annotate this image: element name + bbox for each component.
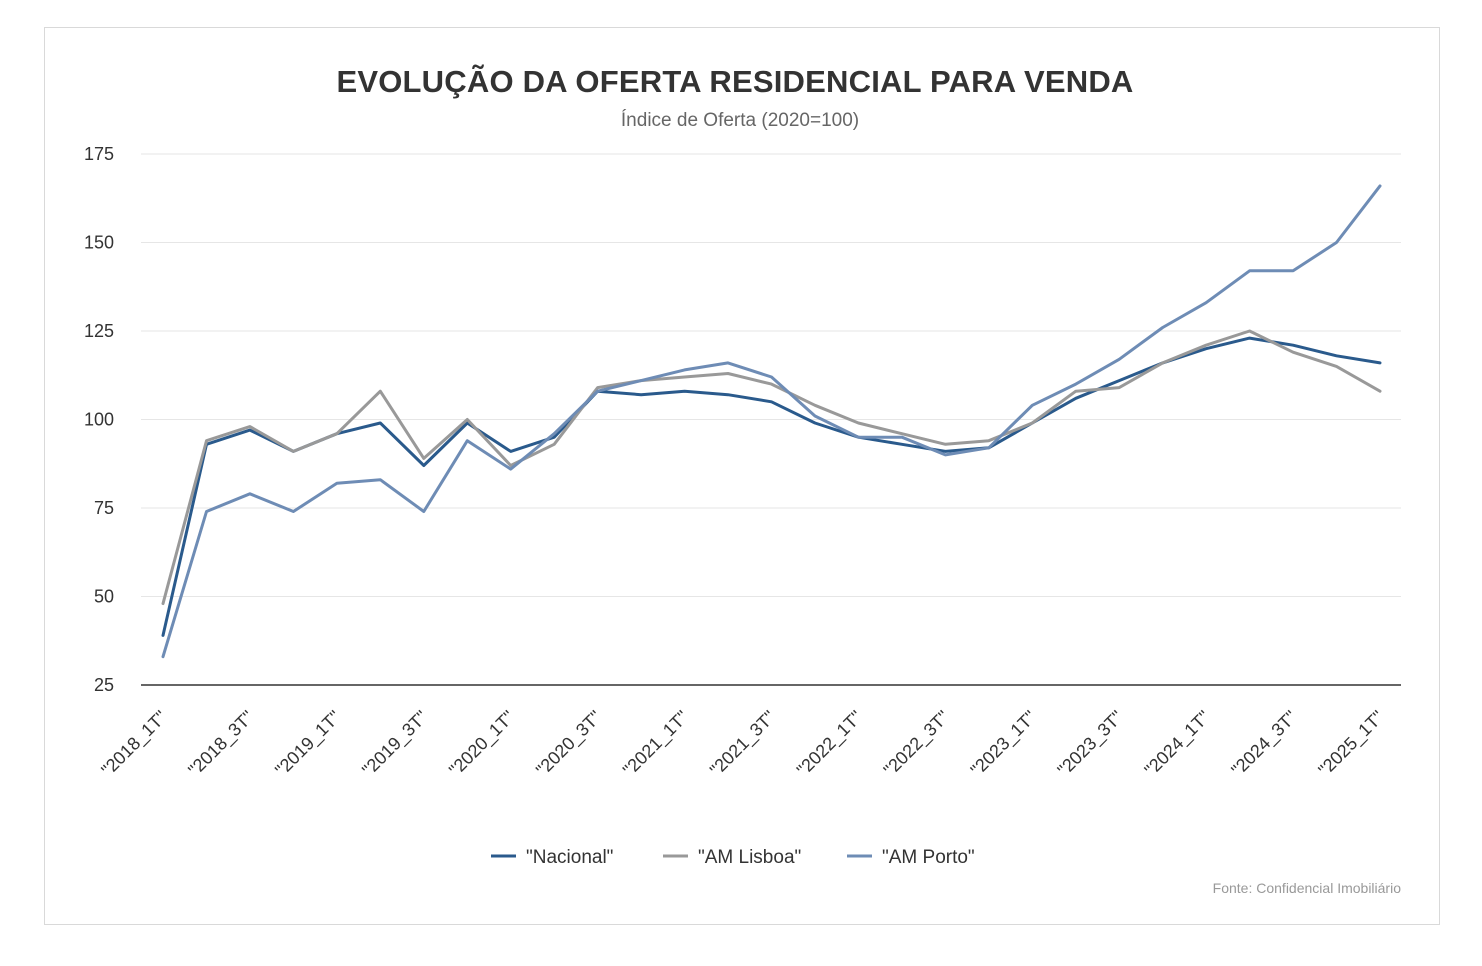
y-tick-label: 100 [84, 410, 114, 430]
source-note: Fonte: Confidencial Imobiliário [1212, 880, 1401, 896]
x-tick-label: "2021_3T" [706, 707, 780, 781]
legend-label: "AM Porto" [882, 847, 975, 868]
series-line-2 [161, 184, 1382, 659]
x-tick-label: "2019_1T" [271, 707, 345, 781]
x-tick-label: "2022_3T" [880, 707, 954, 781]
x-tick-label: "2023_3T" [1054, 707, 1128, 781]
series-line-1 [161, 329, 1382, 606]
chart-title: EVOLUÇÃO DA OFERTA RESIDENCIAL PARA VEND… [336, 64, 1134, 99]
x-tick-label: "2018_1T" [97, 707, 171, 781]
legend-label: "Nacional" [526, 847, 613, 868]
x-tick-label: "2018_3T" [184, 707, 258, 781]
chart-card [44, 27, 1440, 925]
x-tick-label: "2022_1T" [793, 707, 867, 781]
y-tick-label: 50 [94, 587, 114, 607]
y-tick-label: 175 [84, 144, 114, 164]
y-tick-label: 150 [84, 233, 114, 253]
x-tick-label: "2021_1T" [619, 707, 693, 781]
x-tick-label: "2019_3T" [358, 707, 432, 781]
x-tick-label: "2025_1T" [1314, 707, 1388, 781]
x-tick-label: "2020_1T" [445, 707, 519, 781]
y-tick-label: 75 [94, 498, 114, 518]
x-tick-label: "2020_3T" [532, 707, 606, 781]
y-tick-label: 25 [94, 675, 114, 695]
x-tick-label: "2023_1T" [967, 707, 1041, 781]
x-tick-label: "2024_1T" [1141, 707, 1215, 781]
chart-subtitle: Índice de Oferta (2020=100) [620, 110, 860, 131]
x-tick-label: "2024_3T" [1227, 707, 1301, 781]
y-tick-label: 125 [84, 321, 114, 341]
legend-label: "AM Lisboa" [698, 847, 801, 868]
